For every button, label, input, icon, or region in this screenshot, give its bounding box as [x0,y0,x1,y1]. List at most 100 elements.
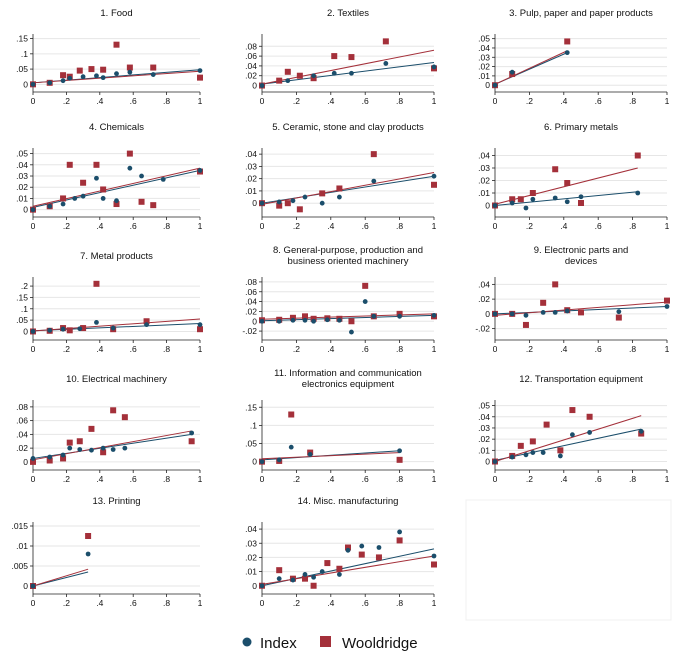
y-tick-label: .015 [11,521,28,531]
index-point [311,574,316,580]
x-tick-label: 0 [493,96,498,106]
index-point [578,194,584,200]
x-tick-label: 1 [432,96,437,106]
index-point [371,178,377,184]
y-tick-label: 0 [23,205,28,215]
x-tick-label: .6 [595,474,602,484]
index-point [371,313,377,319]
wooldridge-point [113,201,120,208]
wooldridge-point [319,190,326,197]
wooldridge-point [336,185,343,192]
x-tick-label: 1 [198,221,203,231]
wooldridge-point [324,560,331,567]
index-point [616,309,622,315]
index-point [587,430,592,435]
y-tick-label: .06 [16,416,28,426]
index-point [509,311,515,317]
index-point [259,583,265,589]
y-tick-label: .05 [478,34,490,44]
x-tick-label: .8 [629,474,636,484]
index-point [331,70,337,76]
wooldridge-point [60,72,67,79]
wooldridge-point [110,407,117,414]
index-point [77,326,83,332]
wooldridge-point [310,75,317,82]
wooldridge-point [197,326,203,333]
wooldridge-point [517,196,524,203]
wooldridge-point [564,38,571,45]
y-tick-label: 0 [485,80,490,90]
x-tick-label: .4 [560,344,567,354]
panel-14: 14. Misc. manufacturing 0 .01 .02 .03 .04 0 .2.… [245,496,437,608]
x-tick-label: 1 [198,344,203,354]
panel-11: 11. Information and communicationelectro… [245,368,436,484]
index-point [30,81,36,87]
index-point [94,175,99,181]
x-tick-label: .4 [96,221,103,231]
wooldridge-point [552,166,559,173]
index-point [80,193,86,199]
x-tick-label: 1 [198,474,203,484]
wooldridge-point [431,181,437,188]
x-tick-label: .8 [396,221,403,231]
index-point [635,190,641,196]
index-point [540,450,546,455]
x-tick-label: 0 [260,96,265,106]
index-point [570,432,575,438]
wooldridge-point [93,161,100,168]
wooldridge-point [276,567,283,574]
index-point [431,312,437,318]
x-tick-label: 0 [260,474,265,484]
index-point [290,198,296,204]
index-point [160,176,166,182]
index-point [114,71,119,77]
x-tick-label: .6 [362,598,369,608]
x-tick-label: 0 [493,474,498,484]
wooldridge-point [80,325,87,332]
y-tick-label: .06 [245,287,257,297]
index-point [492,82,498,88]
wooldridge-point [336,565,343,572]
panel-8: 8. General-purpose, production andbusine… [242,245,437,354]
y-tick-label: .2 [21,281,28,291]
wooldridge-point [586,413,593,420]
y-tick-label: .02 [16,182,28,192]
wooldridge-point [529,438,536,445]
index-point [285,78,291,84]
wooldridge-point [552,281,559,288]
x-tick-label: .2 [293,344,300,354]
x-tick-label: .4 [327,474,334,484]
wooldridge-point [60,455,67,462]
index-point [564,50,570,56]
index-point [30,329,36,334]
index-point [523,452,529,458]
index-point [638,428,644,434]
index-point [349,70,354,76]
y-tick-label: .02 [478,434,490,444]
x-tick-label: .4 [327,344,334,354]
index-point [30,583,36,589]
wooldridge-point [331,53,338,60]
x-tick-label: 1 [432,474,437,484]
index-point [67,445,73,451]
y-tick-label: 0 [485,201,490,211]
y-tick-label: .04 [245,61,257,71]
wooldridge-point [150,202,157,209]
x-tick-label: .6 [362,474,369,484]
index-point [114,198,119,204]
y-tick-label: .03 [245,538,257,548]
x-tick-label: 1 [432,344,437,354]
index-point [530,196,536,202]
index-point [60,201,66,207]
wooldridge-point [289,314,296,321]
wooldridge-point [529,190,536,196]
index-point [127,165,133,171]
y-tick-label: .04 [245,149,257,159]
x-tick-label: 1 [665,96,670,106]
index-point [564,308,570,314]
wooldridge-point [276,202,283,209]
y-tick-label: .1 [250,420,257,430]
index-point [197,68,203,74]
panel-title: 13. Printing [92,496,140,507]
index-point [509,69,515,75]
